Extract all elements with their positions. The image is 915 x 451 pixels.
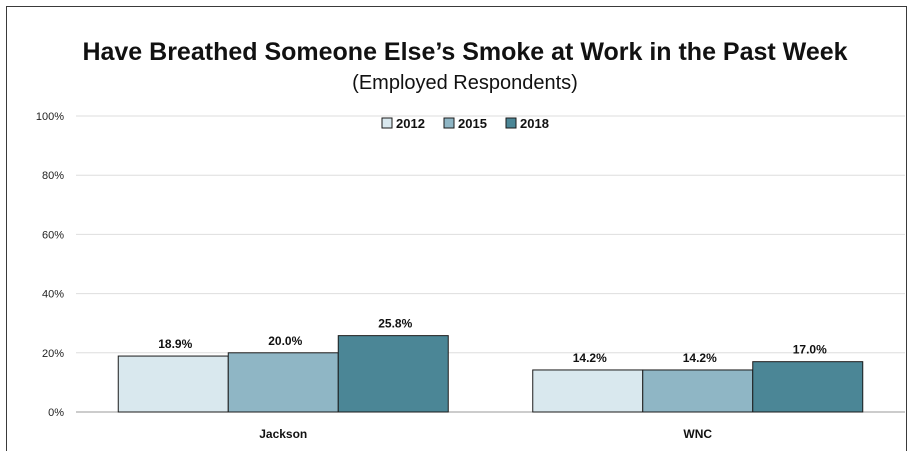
x-tick-label: Jackson — [259, 427, 307, 441]
y-tick-label: 20% — [42, 348, 64, 360]
legend-swatch-2015 — [443, 117, 455, 129]
y-tick-label: 60% — [42, 229, 64, 241]
y-tick-label: 40% — [42, 289, 64, 301]
y-tick-label: 80% — [42, 170, 64, 182]
data-label: 14.2% — [573, 351, 607, 365]
x-tick-label: WNC — [683, 427, 712, 441]
data-label: 25.8% — [378, 317, 412, 331]
data-label: 18.9% — [158, 337, 192, 351]
y-tick-label: 100% — [36, 111, 64, 123]
data-label: 14.2% — [683, 351, 717, 365]
chart-subtitle: (Employed Respondents) — [352, 72, 578, 94]
chart-title: Have Breathed Someone Else’s Smoke at Wo… — [82, 38, 848, 66]
y-tick-label: 0% — [48, 407, 64, 419]
data-label: 20.0% — [268, 334, 302, 348]
bar-jackson-2015 — [227, 352, 339, 413]
legend-label-2018: 2018 — [520, 116, 549, 131]
bar-jackson-2018 — [337, 335, 449, 413]
legend-swatch-2012 — [381, 117, 393, 129]
bar-wnc-2018 — [752, 361, 864, 413]
legend-label-2012: 2012 — [396, 116, 425, 131]
legend-label-2015: 2015 — [458, 116, 487, 131]
bar-jackson-2012 — [117, 355, 229, 413]
data-label: 17.0% — [793, 343, 827, 357]
bar-wnc-2012 — [532, 369, 644, 413]
legend-swatch-2018 — [505, 117, 517, 129]
bar-wnc-2015 — [642, 369, 754, 413]
